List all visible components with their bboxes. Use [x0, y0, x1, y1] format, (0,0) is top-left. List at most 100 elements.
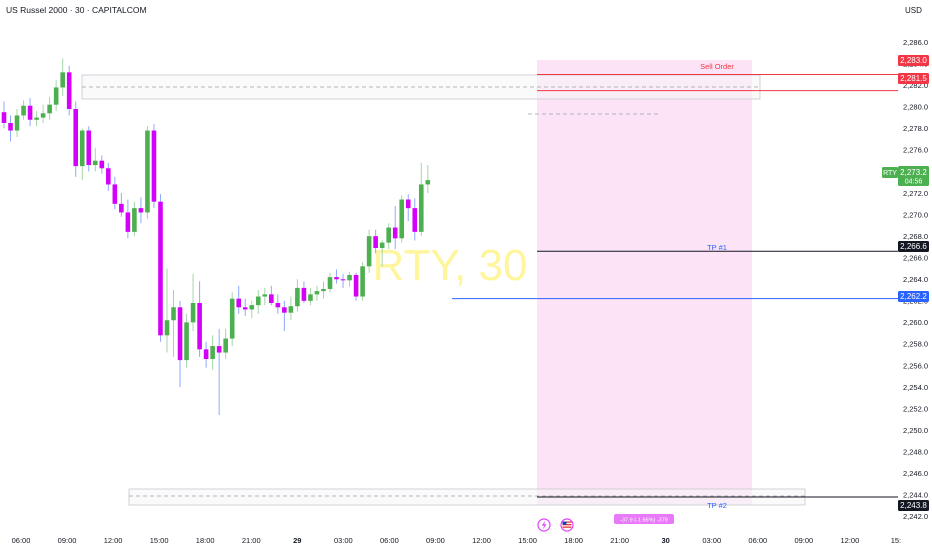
bearish-candle-body: [269, 294, 274, 303]
time-axis-tick: 09:00: [58, 536, 77, 545]
bullish-candle-body: [295, 287, 300, 307]
price-tag-text: 2,262.2: [900, 292, 927, 301]
price-axis-tick: 2,282.0: [903, 81, 928, 90]
bullish-candle-body: [79, 130, 85, 167]
price-tag-tp2[interactable]: 2,243.8: [898, 500, 929, 511]
price-axis-tick: 2,260.0: [903, 318, 928, 327]
price-tag-text: 2,266.6: [900, 242, 927, 251]
time-axis-tick: 15:: [891, 536, 901, 545]
bearish-candle-body: [275, 302, 281, 308]
bullish-candle-body: [14, 115, 20, 131]
bullish-candle-body: [145, 130, 150, 213]
price-axis[interactable]: 2,242.0 2,244.0 2,246.0 2,248.0 2,250.0 2,252…: [903, 38, 928, 521]
bearish-candle-body: [197, 302, 202, 350]
price-tag-bg: [898, 73, 929, 84]
price-axis-tick: 2,254.0: [903, 383, 928, 392]
time-axis-tick: 06:00: [748, 536, 767, 545]
bearish-candle-body: [158, 201, 163, 336]
symbol-watermark: RTY, 30: [373, 241, 528, 290]
bearish-candle-body: [353, 274, 359, 297]
bullish-candle-body: [255, 296, 261, 306]
price-axis-tick: 2,246.0: [903, 469, 928, 478]
bullish-candle-body: [321, 288, 326, 292]
time-axis-tick: 06:00: [12, 536, 31, 545]
current-price-tag[interactable]: RTY 2,273.2 04:56: [882, 166, 929, 186]
price-axis-tick: 2,276.0: [903, 146, 928, 155]
bullish-candle-body: [47, 104, 52, 114]
price-axis-tick: 2,286.0: [903, 38, 928, 47]
price-axis-tick: 2,272.0: [903, 189, 928, 198]
bullish-candle-body: [249, 305, 255, 310]
bearish-candle-body: [99, 160, 105, 169]
bullish-candle-body: [262, 294, 268, 297]
price-axis-tick: 2,252.0: [903, 404, 928, 413]
symbol-badge: [882, 167, 898, 178]
bearish-candle-body: [112, 184, 118, 204]
bearish-candle-body: [86, 130, 92, 166]
flag-canton: [562, 521, 567, 525]
time-axis-tick: 09:00: [426, 536, 445, 545]
symbol-badge-text: RTY: [883, 170, 897, 177]
tp2-label[interactable]: TP #2: [707, 501, 727, 510]
current-price-bg: [898, 166, 929, 186]
price-tag-bg: [898, 500, 929, 511]
bearish-candle-body: [1, 112, 7, 123]
time-axis-tick: 15:00: [518, 536, 537, 545]
position-stats-pill[interactable]: -37.9 (-1.66%) -379: [614, 514, 674, 524]
level-lines: [452, 73, 898, 498]
bullish-candle-body: [171, 307, 176, 321]
bearish-candle-body: [282, 307, 287, 313]
time-axis-tick: 29: [293, 536, 301, 545]
price-axis-tick: 2,258.0: [903, 340, 928, 349]
symbol-title[interactable]: US Russel 2000 · 30 · CAPITALCOM: [6, 5, 147, 15]
time-axis-tick: 12:00: [472, 536, 491, 545]
time-axis-tick: 21:00: [610, 536, 629, 545]
bullish-candle-body: [21, 105, 26, 116]
position-projection-zone[interactable]: [537, 60, 752, 505]
position-stats-text: -37.9 (-1.66%) -379: [620, 518, 668, 524]
bullish-candle-body: [34, 117, 39, 120]
bearish-candle-body: [125, 212, 131, 232]
price-tag-bg: [898, 55, 929, 66]
time-axis-tick: 09:00: [794, 536, 813, 545]
time-axis[interactable]: 06:00 09:00 12:00 15:00 18:00 21:00 29 03:00 06:…: [12, 536, 902, 545]
sell-order-label[interactable]: Sell Order: [700, 62, 734, 71]
bullish-candle-body: [60, 72, 65, 88]
bullish-candle-body: [425, 180, 431, 185]
economic-event-flag-icon[interactable]: [560, 518, 574, 532]
bearish-candle-body: [151, 130, 157, 202]
bullish-candle-body: [229, 298, 235, 339]
currency-label[interactable]: USD: [905, 6, 922, 15]
bearish-candle-body: [27, 105, 33, 120]
price-tag-bg: [898, 241, 929, 252]
time-axis-tick: 15:00: [150, 536, 169, 545]
price-axis-tick: 2,280.0: [903, 103, 928, 112]
time-axis-tick: 18:00: [196, 536, 215, 545]
price-tag-stop[interactable]: 2,281.5: [898, 73, 929, 84]
price-axis-tick: 2,278.0: [903, 124, 928, 133]
price-tag-entry[interactable]: 2,262.2: [898, 291, 929, 302]
bullish-candle-body: [92, 160, 98, 166]
time-axis-tick: 30: [662, 536, 670, 545]
bullish-candle-body: [40, 113, 46, 118]
bullish-candle-body: [288, 306, 294, 313]
bullish-candle-body: [184, 322, 189, 361]
price-tag-text: 2,283.0: [900, 56, 927, 65]
bullish-candle-body: [386, 227, 391, 243]
bullish-candle-body: [366, 236, 372, 267]
time-axis-tick: 12:00: [841, 536, 860, 545]
tp1-label[interactable]: TP #1: [707, 243, 727, 252]
bullish-candle-body: [210, 346, 215, 360]
bearish-candle-body: [119, 203, 124, 213]
candlesticks: [1, 58, 431, 416]
price-tag-sell[interactable]: 2,283.0: [898, 55, 929, 66]
bearish-candle-body: [177, 307, 183, 361]
price-axis-tick: 2,248.0: [903, 448, 928, 457]
bearish-candle-body: [73, 108, 79, 167]
bullish-candle-body: [360, 266, 365, 297]
flag-stripe: [562, 521, 572, 523]
price-tag-tp1[interactable]: 2,266.6: [898, 241, 929, 252]
dividend-event-icon[interactable]: [537, 518, 551, 532]
